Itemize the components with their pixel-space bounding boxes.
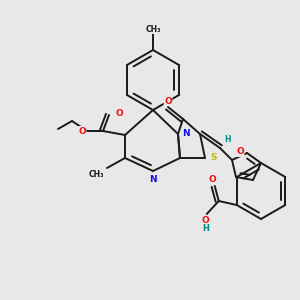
Text: H: H: [202, 224, 209, 233]
Text: N: N: [149, 175, 157, 184]
Text: O: O: [209, 176, 217, 184]
Text: N: N: [182, 128, 190, 137]
Text: CH₃: CH₃: [145, 25, 161, 34]
Text: CH₃: CH₃: [88, 170, 104, 179]
Text: O: O: [164, 97, 172, 106]
Text: S: S: [210, 154, 217, 163]
Text: O: O: [78, 127, 86, 136]
Text: O: O: [236, 148, 244, 157]
Text: O: O: [115, 110, 123, 118]
Text: O: O: [202, 216, 210, 225]
Text: H: H: [224, 135, 230, 144]
